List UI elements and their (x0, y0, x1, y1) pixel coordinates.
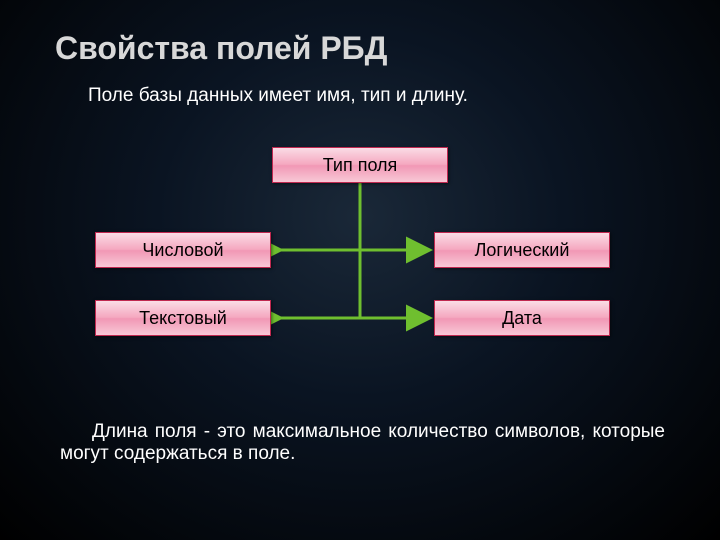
child-node-date: Дата (434, 300, 610, 336)
node-label: Тип поля (323, 155, 398, 176)
child-node-numeric: Числовой (95, 232, 271, 268)
node-label: Текстовый (139, 308, 227, 329)
node-label: Дата (502, 308, 542, 329)
node-label: Числовой (142, 240, 223, 261)
footer-text: Длина поля - это максимальное количество… (0, 421, 720, 465)
page-subtitle: Поле базы данных имеет имя, тип и длину. (0, 67, 720, 107)
page-title: Свойства полей РБД (0, 0, 720, 67)
child-node-logical: Логический (434, 232, 610, 268)
field-type-diagram: Тип поля Числовой Логический Текстовый Д… (0, 132, 720, 412)
child-node-text: Текстовый (95, 300, 271, 336)
root-node: Тип поля (272, 147, 448, 183)
node-label: Логический (475, 240, 570, 261)
